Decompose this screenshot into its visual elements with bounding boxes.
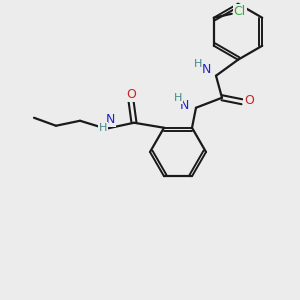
Text: N: N — [105, 113, 115, 126]
Text: N: N — [201, 63, 211, 76]
Text: N: N — [179, 99, 189, 112]
Text: O: O — [244, 94, 254, 107]
Text: H: H — [99, 123, 107, 133]
Text: O: O — [126, 88, 136, 101]
Text: Cl: Cl — [234, 5, 246, 18]
Text: H: H — [174, 93, 182, 103]
Text: H: H — [194, 59, 202, 69]
